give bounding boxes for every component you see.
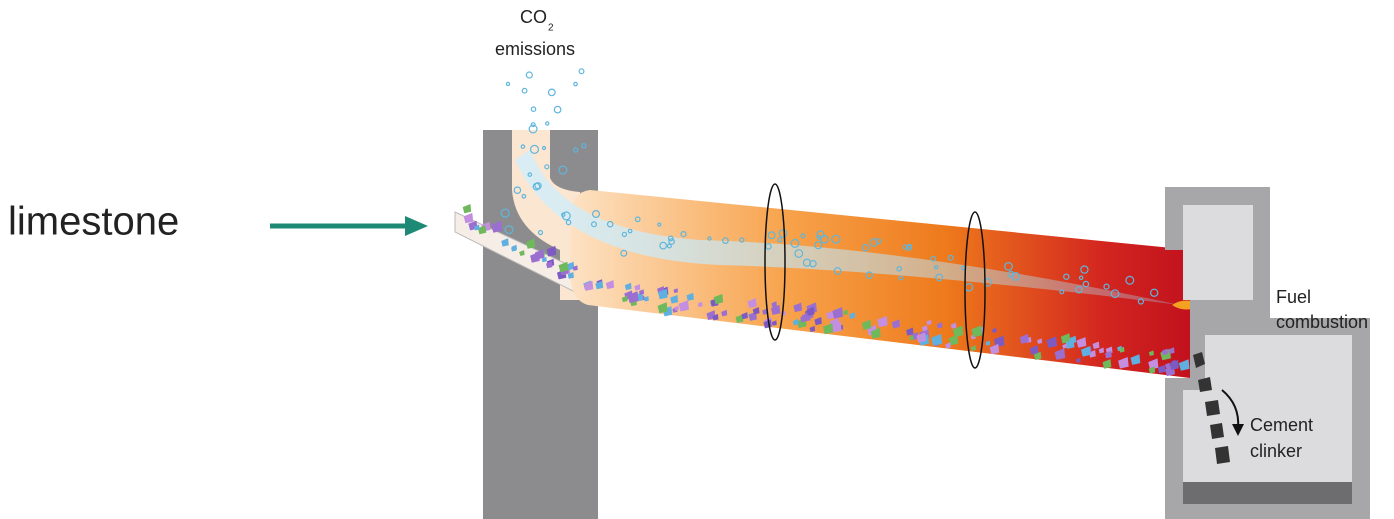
bubble <box>574 82 577 85</box>
formula-label: CO <box>520 7 547 27</box>
bubble <box>554 106 561 113</box>
furnace-chamber <box>1183 205 1253 300</box>
bubble <box>506 82 509 85</box>
product-label: clinker <box>1250 441 1302 461</box>
kiln-diagram: limestone CO 2 emissions Fuel combustion… <box>0 0 1394 519</box>
bubble <box>579 69 584 74</box>
particle <box>463 204 472 213</box>
input-arrowhead <box>405 216 428 236</box>
bubble <box>546 122 549 125</box>
bubble <box>531 107 535 111</box>
bubble <box>522 88 527 93</box>
fuel-label: Fuel <box>1276 287 1311 307</box>
product-label: Cement <box>1250 415 1313 435</box>
particle <box>464 213 474 223</box>
emissions-label: emissions <box>495 39 575 59</box>
fuel-label: combustion <box>1276 312 1368 332</box>
formula-subscript: 2 <box>548 23 554 34</box>
bubble <box>549 89 556 96</box>
clinker-bed <box>1183 482 1352 504</box>
bubble <box>526 72 532 78</box>
input-label: limestone <box>8 200 179 244</box>
